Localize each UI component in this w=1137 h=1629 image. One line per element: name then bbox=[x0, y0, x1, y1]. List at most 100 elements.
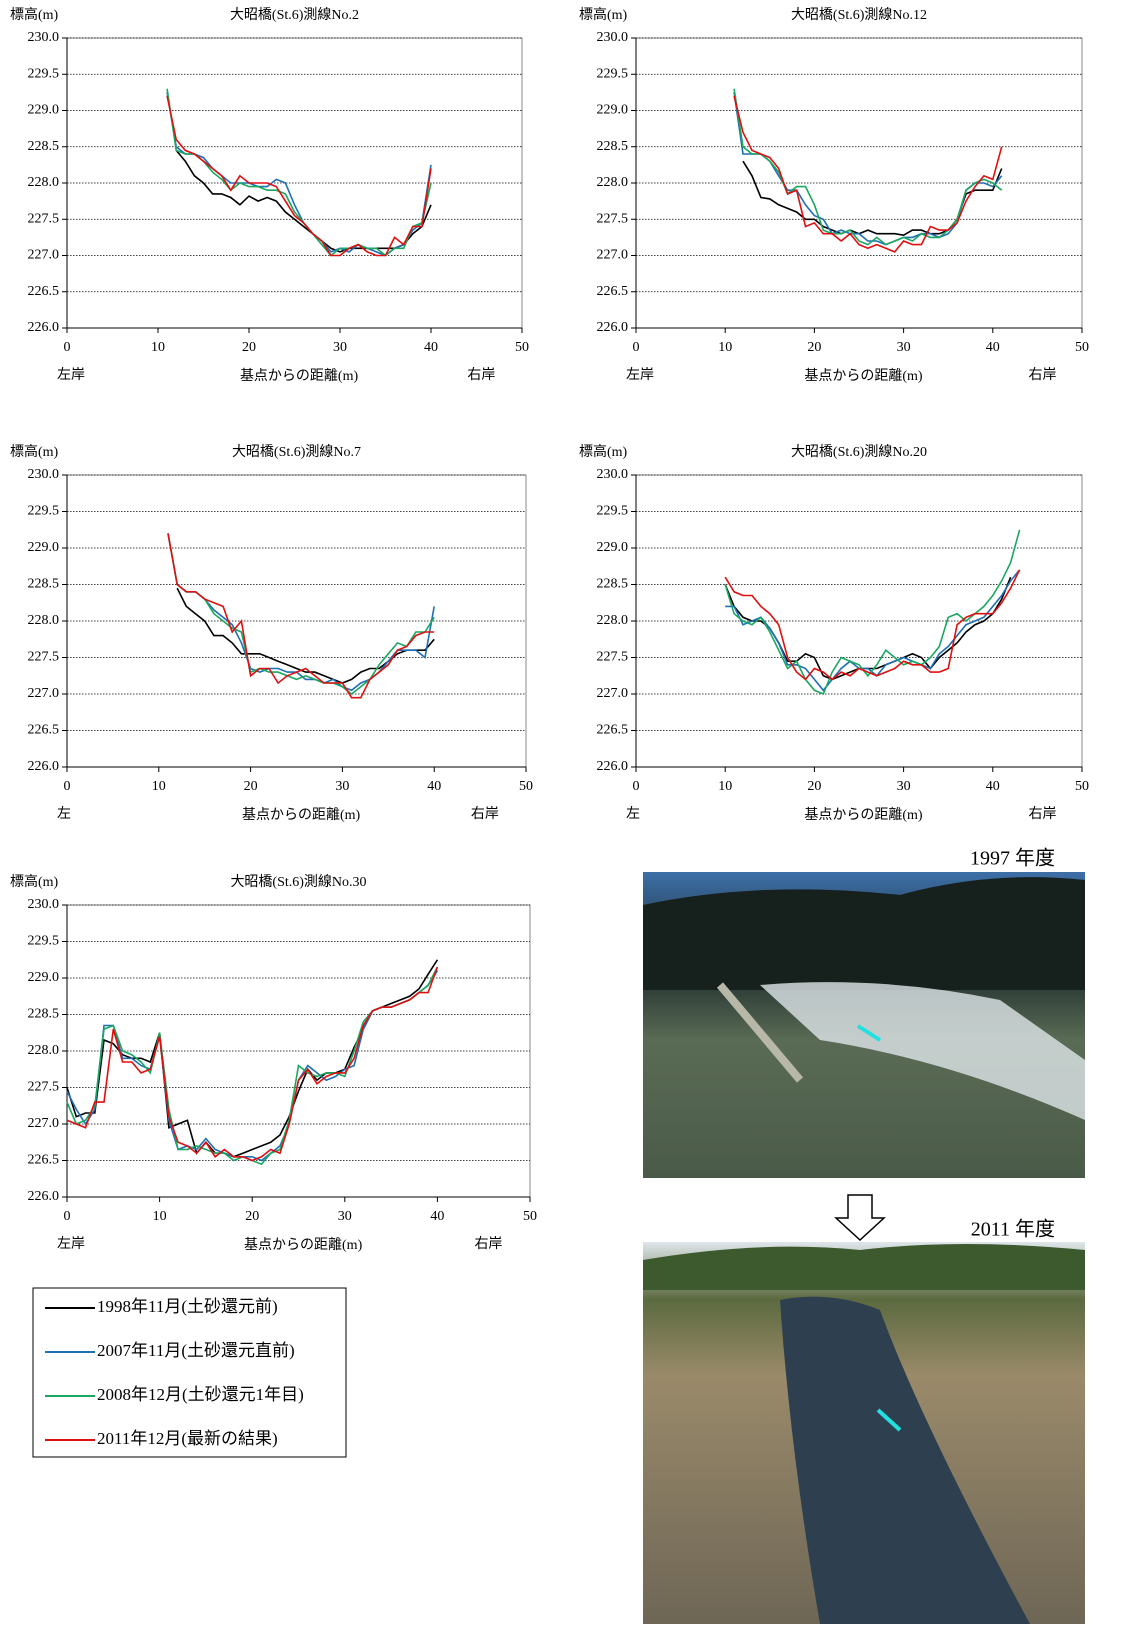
y-tick-label: 230.0 bbox=[28, 467, 60, 482]
y-tick-label: 228.0 bbox=[597, 175, 629, 190]
x-tick-label: 50 bbox=[523, 1209, 537, 1224]
y-axis-label: 標高(m) bbox=[10, 443, 59, 460]
series-line bbox=[733, 88, 1003, 246]
x-tick-label: 20 bbox=[244, 779, 258, 794]
x-tick-label: 10 bbox=[153, 1209, 167, 1224]
x-axis-label: 基点からの距離(m) bbox=[242, 806, 361, 823]
y-tick-label: 229.5 bbox=[597, 66, 629, 81]
left-bank-label: 左 bbox=[57, 806, 71, 822]
photo-label: 1997 年度 bbox=[970, 847, 1055, 870]
series-line bbox=[733, 95, 1003, 253]
y-tick-label: 229.0 bbox=[28, 540, 60, 555]
series-line bbox=[725, 569, 1021, 692]
series-line bbox=[66, 966, 439, 1162]
series-line bbox=[166, 88, 432, 257]
x-tick-label: 20 bbox=[245, 1209, 259, 1224]
y-tick-label: 227.0 bbox=[28, 248, 60, 263]
x-tick-label: 20 bbox=[807, 340, 821, 355]
y-tick-label: 226.0 bbox=[28, 320, 60, 335]
y-axis-label: 標高(m) bbox=[10, 6, 59, 23]
y-tick-label: 229.5 bbox=[28, 504, 60, 519]
y-tick-label: 227.5 bbox=[28, 650, 60, 665]
y-tick-label: 228.0 bbox=[28, 1043, 60, 1058]
photo-2011 bbox=[643, 1242, 1085, 1624]
x-tick-label: 40 bbox=[986, 779, 1000, 794]
left-bank-label: 左岸 bbox=[57, 1236, 85, 1252]
legend-label: 2008年12月(土砂還元1年目) bbox=[97, 1385, 304, 1404]
y-tick-label: 226.5 bbox=[597, 723, 629, 738]
series-line bbox=[167, 533, 435, 696]
y-tick-label: 226.0 bbox=[597, 759, 629, 774]
x-tick-label: 50 bbox=[1075, 340, 1089, 355]
y-axis-label: 標高(m) bbox=[579, 6, 628, 23]
y-tick-label: 228.5 bbox=[28, 139, 60, 154]
y-axis-label: 標高(m) bbox=[10, 873, 59, 890]
y-tick-label: 226.5 bbox=[28, 1153, 60, 1168]
x-tick-label: 30 bbox=[897, 779, 911, 794]
y-tick-label: 226.0 bbox=[28, 1189, 60, 1204]
x-axis-label: 基点からの距離(m) bbox=[804, 806, 923, 823]
x-tick-label: 10 bbox=[718, 779, 732, 794]
x-tick-label: 30 bbox=[333, 340, 347, 355]
x-axis-label: 基点からの距離(m) bbox=[804, 367, 923, 384]
legend-box bbox=[32, 1287, 347, 1458]
y-tick-label: 227.5 bbox=[28, 1080, 60, 1095]
y-tick-label: 226.5 bbox=[28, 723, 60, 738]
x-tick-label: 40 bbox=[427, 779, 441, 794]
chart-title: 大昭橋(St.6)測線No.7 bbox=[232, 444, 361, 460]
y-tick-label: 227.5 bbox=[28, 211, 60, 226]
chart-title: 大昭橋(St.6)測線No.20 bbox=[791, 444, 927, 460]
x-tick-label: 50 bbox=[1075, 779, 1089, 794]
x-tick-label: 40 bbox=[424, 340, 438, 355]
x-tick-label: 30 bbox=[335, 779, 349, 794]
x-axis-label: 基点からの距離(m) bbox=[244, 1236, 363, 1253]
legend-label: 2011年12月(最新の結果) bbox=[97, 1429, 278, 1448]
x-tick-label: 10 bbox=[152, 779, 166, 794]
y-axis-label: 標高(m) bbox=[579, 443, 628, 460]
right-bank-label: 右岸 bbox=[467, 367, 495, 383]
plot-area bbox=[66, 37, 523, 329]
x-tick-label: 50 bbox=[519, 779, 533, 794]
x-tick-label: 0 bbox=[64, 340, 71, 355]
y-tick-label: 228.5 bbox=[28, 577, 60, 592]
left-bank-label: 左 bbox=[626, 806, 640, 822]
right-bank-label: 右岸 bbox=[1028, 367, 1056, 383]
y-tick-label: 229.0 bbox=[28, 103, 60, 118]
legend-label: 2007年11月(土砂還元直前) bbox=[97, 1341, 295, 1360]
series-line bbox=[166, 95, 432, 257]
y-tick-label: 228.0 bbox=[28, 175, 60, 190]
chart-title: 大昭橋(St.6)測線No.2 bbox=[230, 7, 359, 23]
chart-title: 大昭橋(St.6)測線No.12 bbox=[791, 7, 927, 23]
y-tick-label: 227.0 bbox=[28, 1116, 60, 1131]
x-tick-label: 0 bbox=[64, 1209, 71, 1224]
y-tick-label: 229.5 bbox=[597, 504, 629, 519]
x-tick-label: 20 bbox=[242, 340, 256, 355]
x-tick-label: 0 bbox=[633, 340, 640, 355]
x-tick-label: 40 bbox=[986, 340, 1000, 355]
x-tick-label: 20 bbox=[807, 779, 821, 794]
photo-1997 bbox=[643, 872, 1085, 1178]
y-tick-label: 227.5 bbox=[597, 650, 629, 665]
x-tick-label: 10 bbox=[718, 340, 732, 355]
y-tick-label: 226.5 bbox=[28, 284, 60, 299]
series-line bbox=[724, 569, 1021, 681]
x-tick-label: 0 bbox=[64, 779, 71, 794]
x-tick-label: 10 bbox=[151, 340, 165, 355]
chart-title: 大昭橋(St.6)測線No.30 bbox=[230, 874, 366, 890]
right-bank-label: 右岸 bbox=[474, 1236, 502, 1252]
series-line bbox=[167, 533, 435, 699]
left-bank-label: 左岸 bbox=[57, 367, 85, 383]
y-tick-label: 227.0 bbox=[28, 686, 60, 701]
y-tick-label: 226.0 bbox=[28, 759, 60, 774]
series-line bbox=[724, 529, 1021, 696]
right-bank-label: 右岸 bbox=[471, 806, 499, 822]
y-tick-label: 228.0 bbox=[597, 613, 629, 628]
legend-label: 1998年11月(土砂還元前) bbox=[97, 1297, 278, 1316]
left-bank-label: 左岸 bbox=[626, 367, 654, 383]
y-tick-label: 229.0 bbox=[597, 540, 629, 555]
y-tick-label: 229.0 bbox=[28, 970, 60, 985]
y-tick-label: 228.0 bbox=[28, 613, 60, 628]
y-tick-label: 230.0 bbox=[597, 30, 629, 45]
y-tick-label: 229.0 bbox=[597, 103, 629, 118]
